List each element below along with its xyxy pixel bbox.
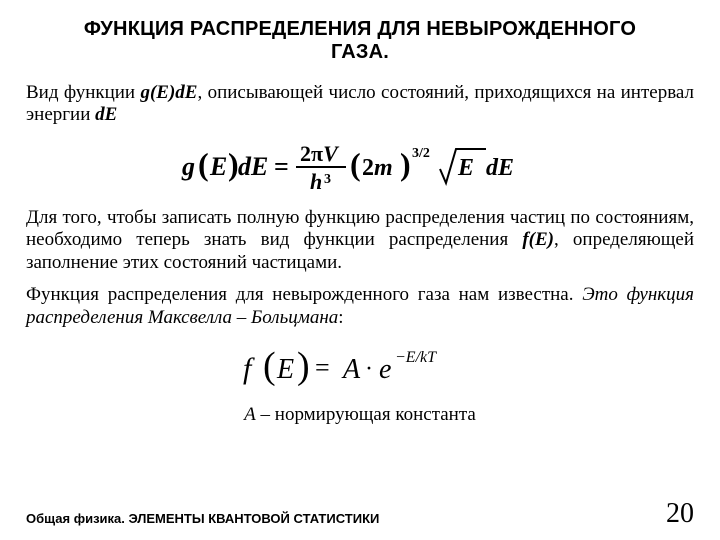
constant-line: A – нормирующая константа (26, 404, 694, 426)
footer-text: Общая физика. ЭЛЕМЕНТЫ КВАНТОВОЙ СТАТИСТ… (26, 511, 379, 526)
page-title: ФУНКЦИЯ РАСПРЕДЕЛЕНИЯ ДЛЯ НЕВЫРОЖДЕННОГО… (26, 18, 694, 64)
svg-text:): ) (400, 146, 411, 182)
f1-top: 2πV (300, 141, 340, 166)
formula-1-svg: g ( E ) dE = 2πV h 3 ( 2m ) 3/2 E dE (180, 139, 540, 195)
svg-text:·: · (365, 356, 373, 382)
p3-colon: : (338, 307, 343, 328)
title-line1: ФУНКЦИЯ РАСПРЕДЕЛЕНИЯ ДЛЯ НЕВЫРОЖДЕННОГО (84, 18, 636, 40)
const-A: A (244, 404, 256, 425)
svg-text:(: ( (263, 345, 276, 387)
page-number: 20 (666, 498, 694, 530)
f1-dE: dE (238, 152, 268, 181)
p2-fn: f(E) (522, 229, 554, 250)
paragraph-3: Функция распределения для невырожденного… (26, 284, 694, 330)
svg-text:): ) (297, 345, 310, 387)
svg-text:=: = (274, 152, 289, 181)
p1-fn: g(E)dE (140, 82, 197, 103)
p3-plain: Функция распределения для невырожденного… (26, 284, 573, 305)
f1-trail: dE (486, 155, 514, 181)
svg-text:(: ( (350, 146, 361, 182)
f1-bot: h (310, 169, 322, 194)
f1-g: g (181, 152, 195, 181)
formula-1: g ( E ) dE = 2πV h 3 ( 2m ) 3/2 E dE (26, 139, 694, 195)
paragraph-2: Для того, чтобы записать полную функцию … (26, 207, 694, 274)
p1-pre: Вид функции (26, 82, 140, 103)
f1-sqrt: E (457, 155, 474, 181)
f2-f: f (243, 352, 255, 385)
const-text: – нормирующая константа (256, 404, 476, 425)
svg-text:=: = (315, 353, 330, 382)
f1-E: E (209, 152, 227, 181)
footer: Общая физика. ЭЛЕМЕНТЫ КВАНТОВОЙ СТАТИСТ… (26, 511, 694, 526)
f2-A: A (341, 354, 361, 385)
f2-E: E (276, 354, 294, 385)
paragraph-1: Вид функции g(E)dE, описывающей число со… (26, 82, 694, 127)
formula-2-svg: f ( E ) = A · e −E/kT (235, 342, 485, 392)
title-line2: ГАЗА. (331, 41, 389, 63)
formula-2: f ( E ) = A · e −E/kT (26, 342, 694, 392)
svg-text:(: ( (198, 146, 209, 182)
f2-exp: −E/kT (395, 349, 437, 366)
svg-text:3: 3 (324, 172, 331, 187)
f1-2m: 2m (362, 155, 393, 181)
f1-exp: 3/2 (412, 146, 430, 161)
p1-dE: dE (95, 104, 117, 125)
f2-e: e (379, 354, 391, 385)
